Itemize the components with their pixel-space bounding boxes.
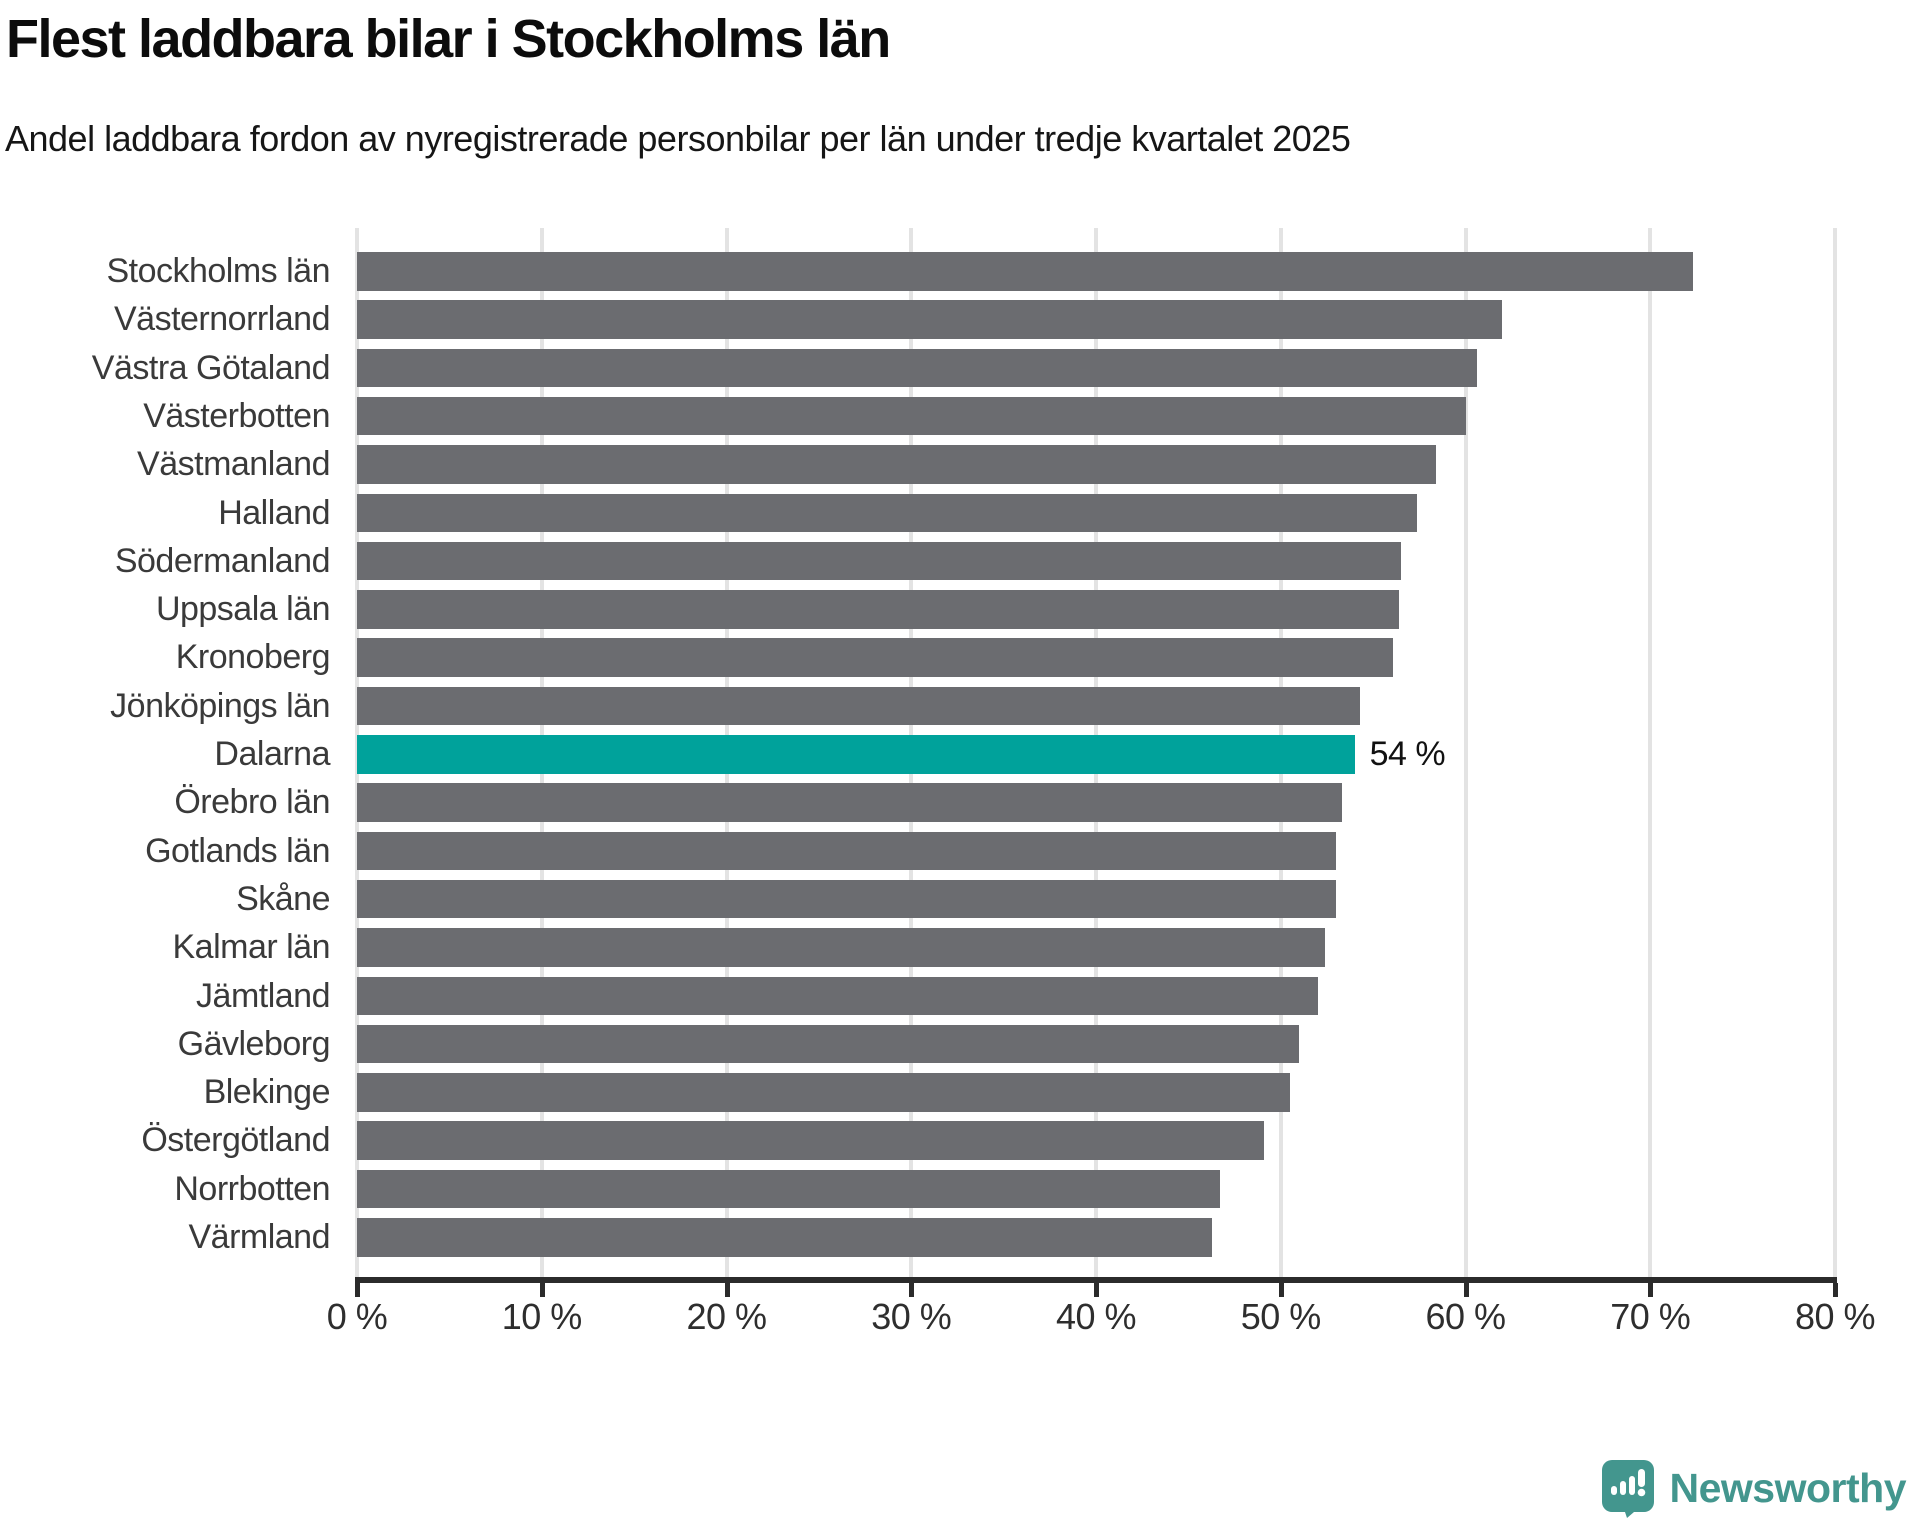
- category-label: Västerbotten: [143, 396, 330, 435]
- category-label: Skåne: [236, 879, 330, 918]
- x-axis-tick-label: 80 %: [1794, 1296, 1876, 1337]
- category-label: Värmland: [188, 1218, 330, 1256]
- bar: [357, 252, 1693, 291]
- branding: Newsworthy: [1600, 1458, 1907, 1518]
- category-label: Uppsala län: [155, 590, 331, 629]
- gridline: [1833, 228, 1837, 1277]
- category-label: Blekinge: [203, 1073, 331, 1112]
- category-label: Gotlands län: [145, 831, 330, 870]
- bar: [357, 928, 1326, 967]
- x-axis-tick-label: 60 %: [1425, 1296, 1506, 1337]
- bar: [357, 445, 1436, 484]
- brand-name: Newsworthy: [1669, 1464, 1907, 1511]
- bar: [357, 1073, 1290, 1112]
- x-axis-tick: [1463, 1283, 1469, 1297]
- bar: [357, 590, 1399, 629]
- bar: [357, 686, 1361, 726]
- chart-title: Flest laddbara bilar i Stockholms län: [6, 9, 891, 69]
- x-axis-tick: [909, 1283, 915, 1297]
- category-label: Örebro län: [174, 783, 330, 822]
- bar: [357, 1024, 1300, 1064]
- x-axis-line: [355, 1277, 1837, 1283]
- category-label: Östergötland: [141, 1121, 330, 1160]
- bar: [357, 300, 1503, 339]
- category-label: Norrbotten: [174, 1169, 330, 1208]
- bar: [357, 396, 1466, 436]
- bar: [357, 831, 1337, 871]
- category-label: Södermanland: [114, 541, 331, 580]
- x-axis-tick-label: 50 %: [1240, 1296, 1322, 1337]
- x-axis-tick: [355, 1283, 360, 1297]
- bar: [357, 879, 1337, 919]
- x-axis-tick: [1833, 1283, 1838, 1297]
- x-axis-tick-label: 0 %: [326, 1296, 388, 1337]
- category-label: Kalmar län: [172, 928, 330, 967]
- x-axis-tick-label: 70 %: [1610, 1296, 1691, 1337]
- gridline: [1463, 228, 1468, 1277]
- x-axis-tick-label: 10 %: [501, 1296, 583, 1337]
- bar: [357, 1169, 1220, 1209]
- category-label: Gävleborg: [177, 1024, 331, 1063]
- x-axis-tick-label: 20 %: [686, 1296, 767, 1337]
- x-axis-tick-label: 40 %: [1055, 1296, 1137, 1337]
- category-label: Jämtland: [196, 976, 330, 1015]
- x-axis-tick: [1094, 1283, 1099, 1297]
- bar: [357, 638, 1394, 677]
- newsworthy-logo-icon: [1601, 1460, 1654, 1518]
- category-label: Jönköpings län: [110, 686, 330, 725]
- x-axis-tick: [1278, 1283, 1284, 1297]
- category-label: Dalarna: [214, 735, 330, 773]
- value-label: 54 %: [1369, 735, 1446, 773]
- bar: [357, 348, 1477, 388]
- bar: [357, 783, 1342, 822]
- bar: [357, 976, 1318, 1015]
- x-axis-tick: [1648, 1283, 1654, 1297]
- bar: [357, 1218, 1213, 1257]
- category-label: Västra Götaland: [91, 348, 331, 387]
- bar: [357, 1121, 1265, 1160]
- category-label: Halland: [218, 493, 330, 532]
- x-axis-tick-label: 30 %: [871, 1296, 952, 1337]
- gridline: [1648, 228, 1653, 1277]
- category-label: Stockholms län: [106, 252, 330, 290]
- bar-highlighted: [357, 735, 1355, 774]
- x-axis-tick: [724, 1283, 730, 1297]
- x-axis-tick: [539, 1283, 545, 1297]
- category-label: Västernorrland: [113, 300, 331, 339]
- chart-subtitle: Andel laddbara fordon av nyregistrerade …: [5, 118, 1351, 159]
- category-label: Kronoberg: [175, 638, 331, 677]
- bar: [357, 541, 1401, 581]
- category-label: Västmanland: [137, 445, 330, 484]
- bar: [357, 493, 1418, 532]
